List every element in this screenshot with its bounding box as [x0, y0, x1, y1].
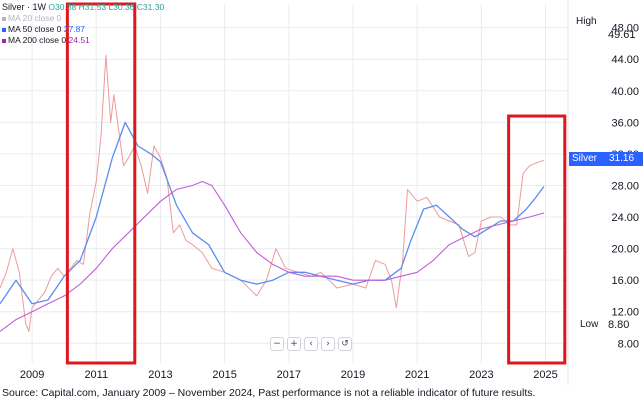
x-tick-label: 2011	[84, 369, 108, 381]
highlight-boxes	[65, 2, 567, 365]
ma50-value: 27.87	[63, 24, 86, 34]
chart-grid	[0, 0, 569, 385]
x-tick-label: 2015	[212, 369, 236, 381]
scroll-right-button[interactable]: ›	[321, 337, 335, 351]
scroll-left-button[interactable]: ‹	[304, 337, 318, 351]
x-tick-label: 2019	[341, 369, 365, 381]
reset-icon[interactable]: ↺	[338, 337, 352, 351]
x-tick-label: 2013	[148, 369, 172, 381]
x-tick-label: 2023	[469, 369, 493, 381]
ma200-value: 24.51	[68, 35, 90, 45]
y-tick-label: 20.00	[611, 244, 639, 256]
price-tag: Silver 31.16	[569, 152, 643, 166]
y-axis: 8.0012.0016.0020.0024.0028.0032.0036.004…	[611, 23, 639, 351]
y-tick-label: 24.00	[611, 212, 639, 224]
ma200-label: MA 200 close 0	[8, 35, 67, 45]
price-tag-label: Silver	[572, 153, 598, 164]
highlight-box-1	[65, 2, 137, 365]
x-tick-label: 2025	[533, 369, 557, 381]
price-tag-value: 31.16	[609, 153, 635, 164]
y-tick-label: 48.00	[611, 23, 639, 35]
series-line-2	[0, 121, 545, 305]
zoom-out-button[interactable]: −	[270, 337, 284, 351]
ma20-label: MA 20 close 0	[8, 13, 62, 23]
ma20-swatch	[2, 16, 6, 21]
high-label: High	[576, 16, 597, 27]
ohlc-values: O30.38 H31.53 L30.36 C31.30	[48, 2, 165, 12]
series-line-3	[0, 180, 545, 332]
series-line-1	[0, 54, 545, 332]
y-tick-label: 12.00	[611, 307, 639, 319]
y-tick-label: 36.00	[611, 117, 639, 129]
chart-toolbar: − + ‹ › ↺	[270, 337, 352, 351]
low-value: 8.80	[608, 319, 630, 331]
y-tick-label: 44.00	[611, 54, 639, 66]
x-axis: 2009 2011 2013 2015 2017 2019 2021 2023 2025	[20, 369, 558, 381]
y-tick-label: 8.00	[618, 338, 639, 350]
ma200-swatch	[2, 38, 6, 43]
source-caption: Source: Capital.com, January 2009 – Nove…	[2, 387, 536, 399]
chart-legend: Silver · 1W O30.38 H31.53 L30.36 C31.30 …	[2, 2, 164, 46]
ma50-label: MA 50 close 0	[8, 24, 62, 34]
highlight-box-2	[507, 114, 567, 365]
x-tick-label: 2021	[405, 369, 429, 381]
symbol-label: Silver · 1W	[2, 2, 47, 12]
zoom-in-button[interactable]: +	[287, 337, 301, 351]
ma50-swatch	[2, 27, 6, 32]
y-tick-label: 28.00	[611, 180, 639, 192]
x-tick-label: 2017	[277, 369, 301, 381]
x-tick-label: 2009	[20, 369, 44, 381]
price-chart[interactable]: 8.0012.0016.0020.0024.0028.0032.0036.004…	[0, 0, 643, 385]
high-value: 49.61	[608, 29, 636, 41]
y-tick-label: 16.00	[611, 275, 639, 287]
low-label: Low	[580, 319, 599, 330]
chart-series	[0, 54, 545, 332]
y-tick-label: 40.00	[611, 86, 639, 98]
